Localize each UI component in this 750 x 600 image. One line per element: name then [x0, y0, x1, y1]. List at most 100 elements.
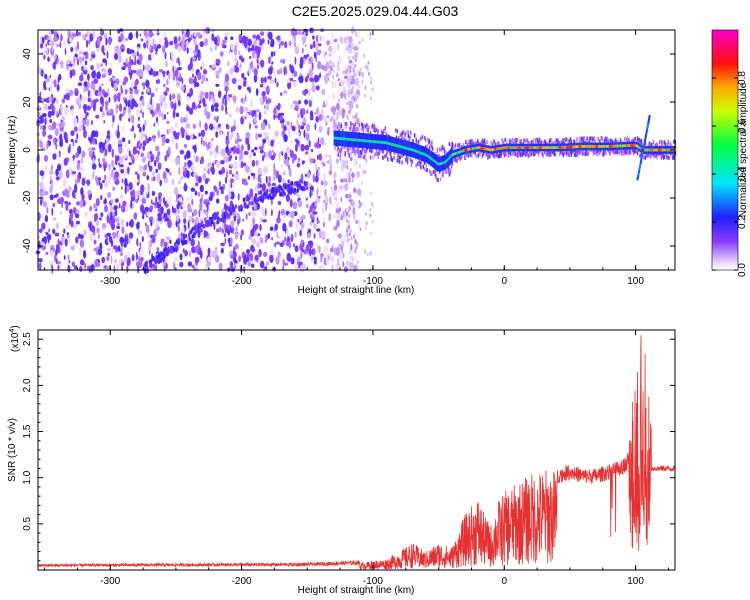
- noise-cell: [256, 64, 260, 70]
- noise-cell: [214, 45, 218, 51]
- trace-cell: [295, 180, 299, 186]
- noise-cell: [277, 200, 282, 206]
- noise-cell: [300, 173, 304, 182]
- ridge-cell: [424, 135, 426, 140]
- noise-cell: [101, 73, 106, 78]
- ridge-cell: [339, 137, 341, 140]
- noise-cell: [311, 35, 315, 40]
- trace-cell: [255, 199, 258, 205]
- noise-cell: [334, 69, 338, 76]
- noise-cell: [181, 203, 185, 208]
- noise-cell: [208, 195, 213, 202]
- ridge-cell: [614, 150, 617, 155]
- noise-cell: [370, 96, 372, 101]
- noise-cell: [216, 115, 219, 121]
- spectrogram-ridge: [333, 114, 677, 183]
- ridge-cell: [412, 148, 414, 152]
- trace-cell: [149, 260, 152, 265]
- ridge-cell: [625, 148, 628, 153]
- noise-cell: [273, 168, 277, 176]
- noise-cell: [330, 39, 333, 49]
- noise-cell: [184, 182, 187, 191]
- noise-cell: [94, 98, 99, 103]
- ridge-cell: [458, 143, 461, 147]
- ridge-cell: [649, 154, 651, 159]
- noise-cell: [167, 219, 172, 229]
- noise-cell: [371, 87, 374, 92]
- noise-cell: [87, 73, 90, 81]
- noise-cell: [275, 256, 280, 265]
- noise-cell: [166, 168, 170, 173]
- noise-cell: [36, 66, 42, 74]
- noise-cell: [100, 83, 104, 87]
- ridge-cell: [604, 136, 606, 141]
- noise-cell: [106, 232, 112, 237]
- ridge-cell: [594, 139, 596, 144]
- ridge-cell: [610, 139, 612, 144]
- ridge-cell: [436, 147, 439, 152]
- noise-cell: [210, 166, 213, 172]
- ridge-cell: [537, 152, 539, 157]
- ridge-cell: [376, 151, 379, 156]
- noise-cell: [202, 172, 207, 181]
- ridge-cell: [339, 137, 342, 140]
- noise-cell: [112, 232, 117, 240]
- noise-cell: [131, 115, 135, 124]
- noise-cell: [271, 198, 273, 206]
- noise-cell: [288, 33, 292, 38]
- noise-cell: [289, 77, 294, 82]
- noise-cell: [269, 254, 274, 264]
- ridge-cell: [420, 136, 422, 141]
- noise-cell: [48, 228, 50, 233]
- noise-cell: [165, 263, 168, 270]
- noise-cell: [259, 260, 265, 269]
- noise-cell: [343, 96, 348, 101]
- noise-cell: [278, 210, 281, 216]
- noise-cell: [149, 43, 152, 51]
- noise-cell: [342, 160, 348, 169]
- ridge-cell: [346, 122, 348, 126]
- noise-cell: [212, 162, 215, 169]
- ridge-cell: [505, 152, 507, 157]
- noise-cell: [234, 51, 237, 56]
- noise-cell: [199, 202, 203, 212]
- noise-cell: [307, 240, 313, 245]
- ridge-cell: [575, 149, 577, 154]
- noise-cell: [64, 107, 69, 116]
- noise-cell: [110, 133, 113, 137]
- noise-cell: [74, 183, 78, 193]
- noise-cell: [78, 120, 83, 126]
- noise-cell: [87, 190, 92, 195]
- noise-cell: [357, 30, 361, 39]
- noise-cell: [98, 158, 100, 162]
- noise-cell: [65, 92, 71, 101]
- ridge-cell: [483, 139, 485, 144]
- noise-cell: [322, 34, 326, 43]
- noise-cell: [359, 227, 362, 232]
- noise-cell: [158, 37, 163, 44]
- noise-cell: [230, 254, 235, 259]
- ridge-cell: [517, 152, 520, 157]
- noise-cell: [268, 175, 271, 183]
- noise-cell: [287, 213, 291, 218]
- ridge-cell: [424, 153, 427, 156]
- noise-cell: [192, 73, 194, 78]
- noise-cell: [347, 193, 352, 199]
- noise-cell: [217, 123, 221, 128]
- trace-cell: [227, 213, 230, 218]
- noise-cell: [289, 63, 292, 71]
- ridge-cell: [420, 165, 422, 170]
- noise-cell: [218, 90, 222, 99]
- noise-cell: [44, 214, 49, 223]
- ridge-cell: [335, 136, 338, 140]
- ridge-cell: [589, 136, 591, 141]
- noise-cell: [191, 56, 196, 62]
- noise-cell: [342, 234, 348, 243]
- noise-cell: [314, 142, 317, 148]
- noise-cell: [333, 171, 337, 180]
- ridge-cell: [625, 144, 628, 147]
- noise-cell: [83, 85, 86, 93]
- noise-cell: [54, 63, 56, 71]
- noise-cell: [87, 80, 90, 88]
- noise-cell: [84, 211, 88, 217]
